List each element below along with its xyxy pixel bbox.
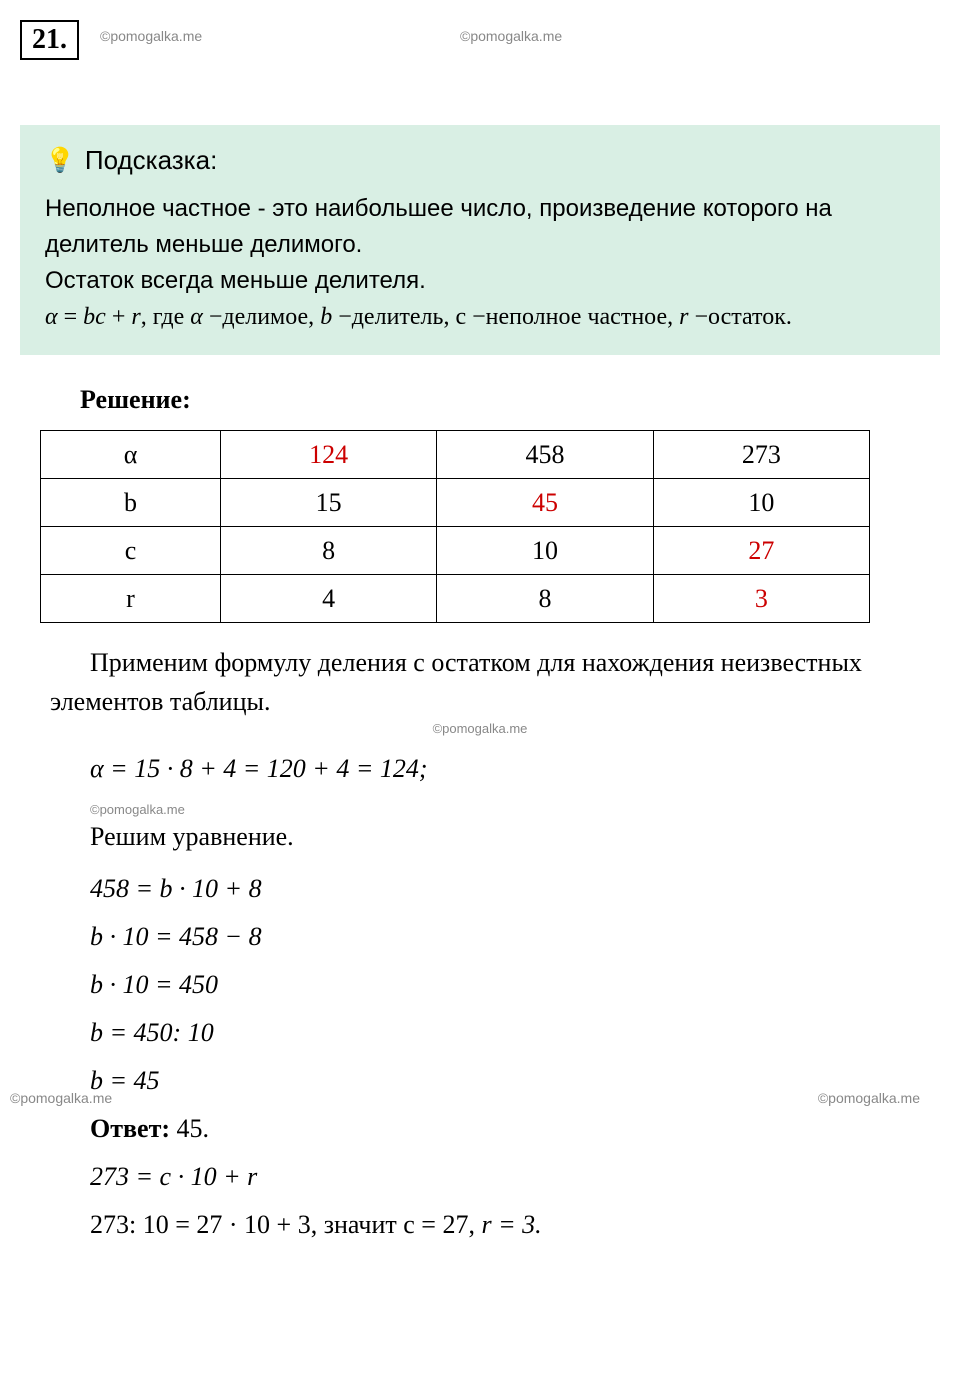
hint-line2: Остаток всегда меньше делителя. — [45, 263, 915, 299]
table-cell: 8 — [437, 575, 653, 623]
table-row: r 4 8 3 — [41, 575, 870, 623]
equation: b = 45 — [90, 1066, 940, 1096]
data-table: α 124 458 273 b 15 45 10 c 8 10 27 r 4 8… — [40, 430, 870, 623]
table-row: c 8 10 27 — [41, 527, 870, 575]
task-number: 21. — [20, 20, 79, 60]
table-cell-label: α — [41, 431, 221, 479]
table-cell-label: c — [41, 527, 221, 575]
watermark-text: ©pomogalka.me — [818, 1090, 920, 1106]
table-row: α 124 458 273 — [41, 431, 870, 479]
watermark-text: ©pomogalka.me — [460, 28, 562, 44]
hint-header: 💡 Подсказка: — [45, 145, 915, 176]
hint-box: 💡 Подсказка: Неполное частное - это наиб… — [20, 125, 940, 355]
watermark-text: ©pomogalka.me — [100, 28, 202, 44]
table-cell: 3 — [653, 575, 869, 623]
hint-line1: Неполное частное - это наибольшее число,… — [45, 191, 915, 263]
equation: b = 450: 10 — [90, 1018, 940, 1048]
table-cell: 10 — [437, 527, 653, 575]
table-row: b 15 45 10 — [41, 479, 870, 527]
table-cell: 8 — [221, 527, 437, 575]
table-cell: 458 — [437, 431, 653, 479]
watermark-text: ©pomogalka.me — [90, 802, 940, 817]
answer-line: Ответ: 45. — [90, 1114, 940, 1144]
table-cell: 15 — [221, 479, 437, 527]
table-cell: 27 — [653, 527, 869, 575]
equation: b · 10 = 458 − 8 — [90, 922, 940, 952]
answer-value: 45. — [170, 1114, 209, 1143]
equation: α = 15 · 8 + 4 = 120 + 4 = 124; — [90, 754, 940, 784]
table-cell: 10 — [653, 479, 869, 527]
table-cell: 124 — [221, 431, 437, 479]
equation: 458 = b · 10 + 8 — [90, 874, 940, 904]
lightbulb-icon: 💡 — [45, 146, 75, 175]
solution-title: Решение: — [80, 385, 940, 415]
table-cell-label: r — [41, 575, 221, 623]
equation: 273: 10 = 27 · 10 + 3, значит с = 27, r … — [90, 1210, 940, 1240]
watermark-text: ©pomogalka.me — [20, 721, 940, 736]
table-cell: 4 — [221, 575, 437, 623]
body-text: Применим формулу деления с остатком для … — [50, 643, 910, 721]
answer-label: Ответ: — [90, 1114, 170, 1143]
hint-formula: α = bс + r, где α −делимое, b −делитель,… — [45, 299, 915, 335]
body-text: Решим уравнение. — [90, 817, 910, 856]
table-cell-label: b — [41, 479, 221, 527]
hint-title: Подсказка: — [85, 145, 217, 176]
equation: 273 = с · 10 + r — [90, 1162, 940, 1192]
table-cell: 45 — [437, 479, 653, 527]
table-cell: 273 — [653, 431, 869, 479]
equation: b · 10 = 450 — [90, 970, 940, 1000]
watermark-text: ©pomogalka.me — [10, 1090, 112, 1106]
